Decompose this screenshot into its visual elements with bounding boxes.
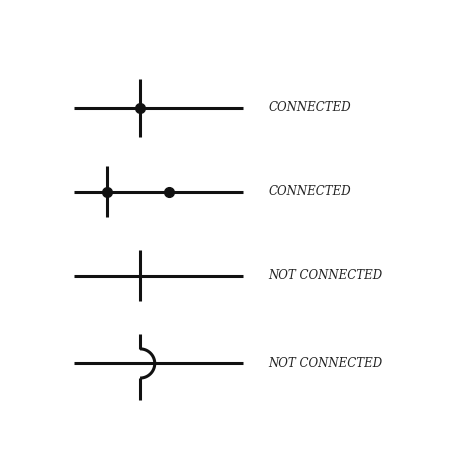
Text: CONNECTED: CONNECTED [269, 101, 351, 115]
Text: NOT CONNECTED: NOT CONNECTED [269, 269, 383, 283]
Text: CONNECTED: CONNECTED [269, 185, 351, 199]
Text: NOT CONNECTED: NOT CONNECTED [269, 357, 383, 370]
